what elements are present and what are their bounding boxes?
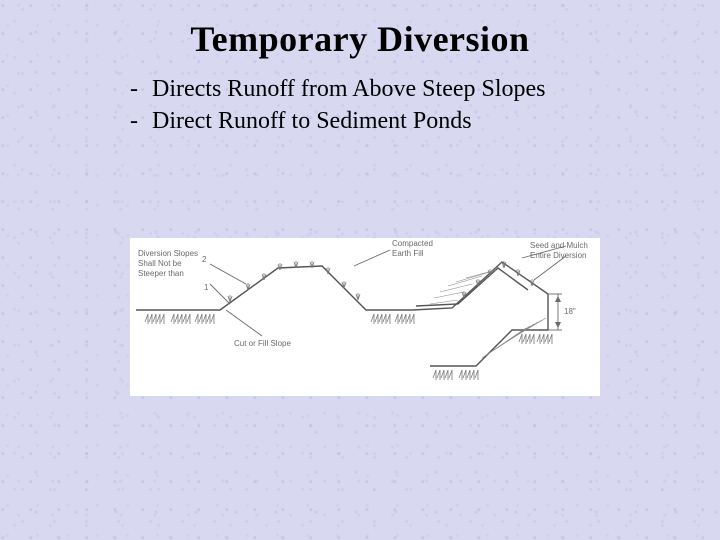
annotation-text: Steeper than bbox=[138, 269, 184, 278]
bullet-text: Direct Runoff to Sediment Ponds bbox=[152, 106, 620, 136]
list-item: - Directs Runoff from Above Steep Slopes bbox=[130, 74, 620, 104]
annotation-text: Compacted bbox=[392, 239, 433, 248]
bullet-text: Directs Runoff from Above Steep Slopes bbox=[152, 74, 620, 104]
annotation-text: Entire Diversion bbox=[530, 251, 586, 260]
diagram-svg: Diversion Slopes Shall Not be Steeper th… bbox=[130, 238, 600, 396]
ground-hatching bbox=[145, 314, 552, 380]
annotation-text: Diversion Slopes bbox=[138, 249, 198, 258]
fill-pattern bbox=[430, 270, 546, 358]
annotation-text: Shall Not be bbox=[138, 259, 182, 268]
vegetation-marks bbox=[228, 261, 534, 302]
cut-fill-slope-label: Cut or Fill Slope bbox=[226, 310, 291, 348]
dimension-label: 18" bbox=[564, 307, 576, 316]
page-title: Temporary Diversion bbox=[40, 18, 680, 60]
right-seed-mulch-note: Seed and Mulch Entire Diversion bbox=[522, 241, 588, 280]
annotation-text: Seed and Mulch bbox=[530, 241, 588, 250]
ratio-upper: 2 bbox=[202, 255, 207, 264]
annotation-text: Earth Fill bbox=[392, 249, 424, 258]
arrowhead-icon bbox=[555, 296, 561, 302]
bullet-dash: - bbox=[130, 74, 152, 104]
arrowhead-icon bbox=[555, 322, 561, 328]
berm-height-dimension: 18" bbox=[548, 294, 576, 330]
annotation-text: Cut or Fill Slope bbox=[234, 339, 291, 348]
list-item: - Direct Runoff to Sediment Ponds bbox=[130, 106, 620, 136]
bullet-list: - Directs Runoff from Above Steep Slopes… bbox=[130, 74, 620, 136]
slide: Temporary Diversion - Directs Runoff fro… bbox=[0, 0, 720, 540]
center-compacted-label: Compacted Earth Fill bbox=[354, 239, 433, 266]
diversion-cross-section-diagram: Diversion Slopes Shall Not be Steeper th… bbox=[130, 238, 600, 396]
bullet-dash: - bbox=[130, 106, 152, 136]
ratio-lower: 1 bbox=[204, 283, 209, 292]
